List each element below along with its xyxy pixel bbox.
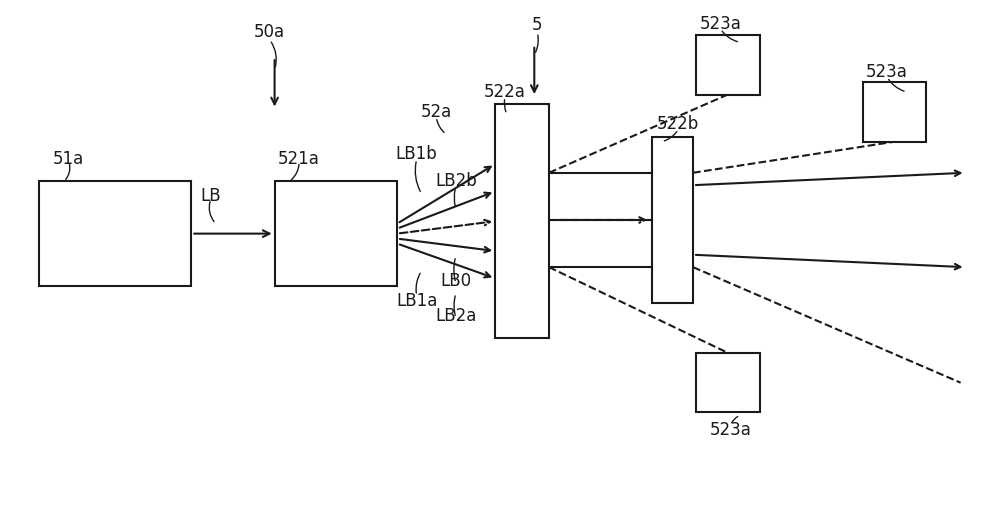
Text: LB0: LB0	[440, 272, 471, 290]
Text: 5: 5	[532, 16, 542, 34]
Text: 521a: 521a	[278, 150, 320, 168]
Bar	[39, 182, 191, 286]
Text: LB2a: LB2a	[435, 307, 477, 324]
Text: 523a: 523a	[866, 63, 908, 81]
Bar	[863, 82, 926, 141]
Bar	[696, 35, 760, 94]
Text: LB1b: LB1b	[396, 145, 438, 163]
Text: 50a: 50a	[254, 23, 285, 42]
Text: LB2b: LB2b	[435, 172, 477, 191]
Text: 52a: 52a	[421, 103, 452, 121]
Bar	[275, 182, 397, 286]
Bar	[696, 353, 760, 413]
Text: 51a: 51a	[53, 150, 84, 168]
Text: 523a: 523a	[700, 15, 741, 33]
Bar	[495, 104, 549, 338]
Text: 522b: 522b	[657, 115, 699, 133]
Text: LB: LB	[201, 188, 221, 205]
Text: 523a: 523a	[709, 421, 751, 439]
Bar	[652, 137, 693, 303]
Text: LB1a: LB1a	[396, 292, 437, 310]
Text: 522a: 522a	[484, 83, 526, 101]
